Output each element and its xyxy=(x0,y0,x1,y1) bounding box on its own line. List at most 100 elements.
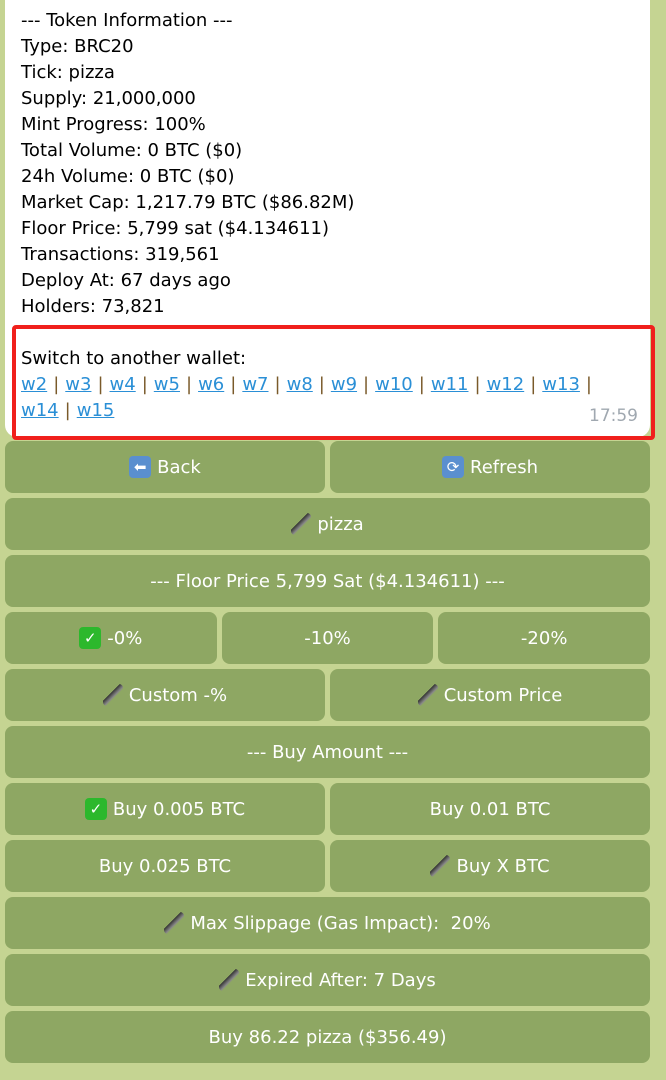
keyboard-row: --- Buy Amount --- xyxy=(5,726,650,778)
pen-icon xyxy=(430,855,451,877)
button-label: Buy 0.01 BTC xyxy=(429,798,551,820)
wallet-link-w15[interactable]: w15 xyxy=(76,400,115,421)
keyboard-button[interactable]: ✓ Buy 0.005 BTC xyxy=(5,783,325,835)
refresh-icon: ⟳ xyxy=(442,456,464,478)
keyboard-button[interactable]: -20% xyxy=(438,612,651,664)
keyboard-row: ✓ -0% -10% -20% xyxy=(5,612,651,664)
info-line: Market Cap: 1,217.79 BTC ($86.82M) xyxy=(21,192,355,213)
keyboard-row: Custom -% Custom Price xyxy=(5,669,650,721)
keyboard-button[interactable]: Max Slippage (Gas Impact): 20% xyxy=(5,897,650,949)
keyboard-button[interactable]: --- Buy Amount --- xyxy=(5,726,650,778)
check-icon: ✓ xyxy=(79,627,102,649)
pen-icon xyxy=(102,684,123,706)
keyboard-row: ✓ Buy 0.005 BTC Buy 0.01 BTC xyxy=(5,783,650,835)
wallet-link-w9[interactable]: w9 xyxy=(330,374,358,395)
separator: | xyxy=(230,374,237,395)
button-label: Back xyxy=(157,456,201,478)
info-line: 24h Volume: 0 BTC ($0) xyxy=(21,166,235,187)
keyboard-row: Buy 86.22 pizza ($356.49) xyxy=(5,1011,650,1063)
keyboard-row: Expired After: 7 Days xyxy=(5,954,650,1006)
button-label: --- Floor Price 5,799 Sat ($4.134611) --… xyxy=(150,570,505,592)
wallet-link-w7[interactable]: w7 xyxy=(242,374,269,395)
keyboard-button[interactable]: ⟳ Refresh xyxy=(330,441,650,493)
pen-icon xyxy=(417,684,438,706)
wallet-link-w6[interactable]: w6 xyxy=(198,374,225,395)
keyboard-button[interactable]: pizza xyxy=(5,498,650,550)
separator: | xyxy=(585,374,592,395)
keyboard-button[interactable]: Buy 0.025 BTC xyxy=(5,840,325,892)
keyboard-button[interactable]: Custom Price xyxy=(330,669,650,721)
keyboard-row: Buy 0.025 BTC Buy X BTC xyxy=(5,840,650,892)
wallet-link-w11[interactable]: w11 xyxy=(430,374,469,395)
pen-icon xyxy=(291,513,312,535)
button-label: Buy X BTC xyxy=(456,855,550,877)
keyboard-row: pizza xyxy=(5,498,650,550)
wallet-link-w12[interactable]: w12 xyxy=(486,374,525,395)
wallet-links: w2 | w3 | w4 | w5 | w6 | w7 | w8 | w9 | w10 | w11 | w12 | w13 |… xyxy=(21,372,634,424)
button-label: Max Slippage (Gas Impact): 20% xyxy=(190,912,491,934)
separator: | xyxy=(64,400,71,421)
pen-icon xyxy=(219,969,240,991)
button-label: Custom Price xyxy=(443,684,563,706)
separator: | xyxy=(53,374,60,395)
keyboard-button[interactable]: Custom -% xyxy=(5,669,325,721)
separator: | xyxy=(318,374,325,395)
info-line: Floor Price: 5,799 sat ($4.134611) xyxy=(21,218,330,239)
button-label: Buy 0.025 BTC xyxy=(98,855,232,877)
button-label: --- Buy Amount --- xyxy=(246,741,409,763)
info-line: Transactions: 319,561 xyxy=(21,244,220,265)
wallet-link-w13[interactable]: w13 xyxy=(542,374,580,395)
button-label: -0% xyxy=(107,627,143,649)
separator: | xyxy=(185,374,193,395)
keyboard-button[interactable]: --- Floor Price 5,799 Sat ($4.134611) --… xyxy=(5,555,650,607)
keyboard-button[interactable]: -10% xyxy=(221,612,434,664)
wallet-link-w8[interactable]: w8 xyxy=(286,374,313,395)
button-label: Buy 0.005 BTC xyxy=(112,798,246,820)
keyboard-button[interactable]: Buy 86.22 pizza ($356.49) xyxy=(5,1011,650,1063)
wallet-link-w3[interactable]: w3 xyxy=(65,374,92,395)
info-line: Deploy At: 67 days ago xyxy=(21,270,231,291)
separator: | xyxy=(418,374,425,395)
keyboard-button[interactable]: Buy 0.01 BTC xyxy=(330,783,650,835)
info-line: Type: BRC20 xyxy=(21,36,134,57)
button-label: Custom -% xyxy=(128,684,228,706)
separator: | xyxy=(474,374,481,395)
keyboard-button[interactable]: Expired After: 7 Days xyxy=(5,954,650,1006)
keyboard-button[interactable]: ⬅ Back xyxy=(5,441,325,493)
keyboard-button[interactable]: Buy X BTC xyxy=(330,840,650,892)
separator: | xyxy=(97,374,104,395)
message-bubble: --- Token Information --- Type: BRC20 Tick… xyxy=(5,0,650,437)
separator: | xyxy=(363,374,370,395)
back-arrow-icon: ⬅ xyxy=(129,456,152,478)
check-icon: ✓ xyxy=(84,798,107,820)
button-label: pizza xyxy=(317,513,364,535)
message-time: 17:59 xyxy=(589,406,638,426)
keyboard-row: ⬅ Back ⟳ Refresh xyxy=(5,441,650,493)
keyboard-row: --- Floor Price 5,799 Sat ($4.134611) --… xyxy=(5,555,650,607)
button-label: Expired After: 7 Days xyxy=(245,969,436,991)
info-line: Holders: 73,821 xyxy=(21,296,165,317)
keyboard-button[interactable]: ✓ -0% xyxy=(5,612,217,664)
keyboard-row: Max Slippage (Gas Impact): 20% xyxy=(5,897,650,949)
wallet-link-w2[interactable]: w2 xyxy=(21,374,48,395)
separator: | xyxy=(141,374,148,395)
info-line: Mint Progress: 100% xyxy=(21,114,206,135)
inline-keyboard: ⬅ Back ⟳ Refresh pizza --- Floor Price 5,799 … xyxy=(5,441,651,1068)
pen-icon xyxy=(164,912,185,934)
info-line: Supply: 21,000,000 xyxy=(21,88,196,109)
wallet-link-w10[interactable]: w10 xyxy=(375,374,413,395)
token-info: --- Token Information --- Type: BRC20 Tick… xyxy=(21,8,634,320)
wallet-link-w4[interactable]: w4 xyxy=(109,374,136,395)
info-line: Tick: pizza xyxy=(21,62,115,83)
switch-wallet-label: Switch to another wallet: xyxy=(21,348,247,369)
button-label: -20% xyxy=(520,627,568,649)
wallet-link-w14[interactable]: w14 xyxy=(21,400,59,421)
button-label: Buy 86.22 pizza ($356.49) xyxy=(208,1026,447,1048)
info-line: Total Volume: 0 BTC ($0) xyxy=(21,140,243,161)
button-label: Refresh xyxy=(470,456,538,478)
separator: | xyxy=(274,374,281,395)
button-label: -10% xyxy=(304,627,351,649)
separator: | xyxy=(530,374,537,395)
info-line: --- Token Information --- xyxy=(21,10,233,31)
wallet-link-w5[interactable]: w5 xyxy=(153,374,180,395)
